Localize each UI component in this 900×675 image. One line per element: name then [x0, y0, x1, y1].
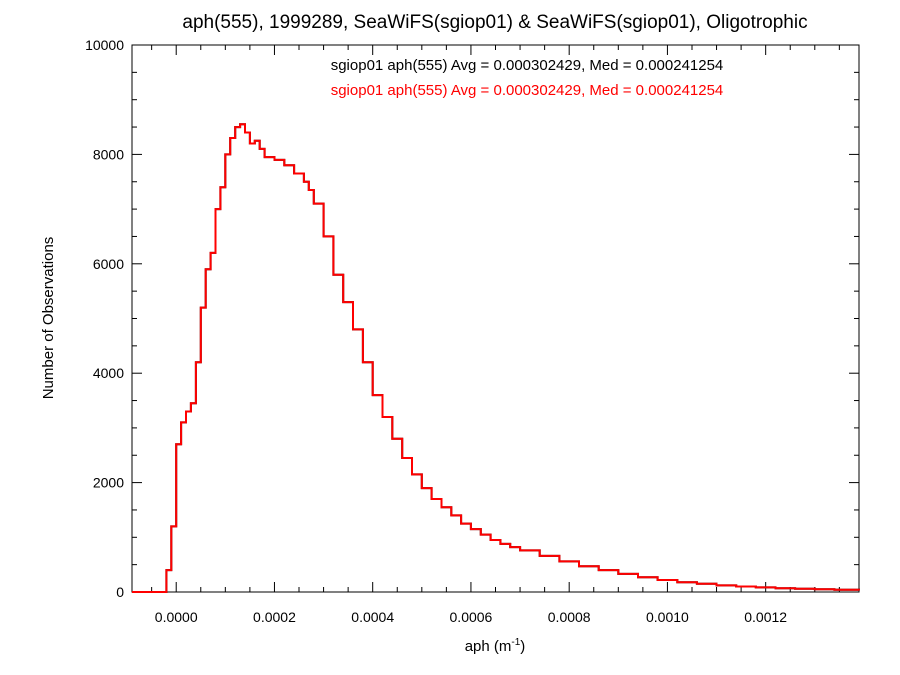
y-tick-label: 6000 — [93, 256, 124, 272]
y-tick-label: 8000 — [93, 146, 124, 162]
x-axis: 0.0000 0.0002 0.0004 0.0006 0.0008 0.0010 0.00… — [151, 45, 840, 625]
y-tick-label: 0 — [116, 584, 124, 600]
legend-entry-red: sgiop01 aph(555) Avg = 0.000302429, Med … — [331, 82, 724, 99]
x-tick-label: 0.0010 — [646, 609, 689, 625]
series-line-red — [132, 123, 860, 593]
x-axis-label-close: ) — [520, 638, 525, 655]
x-tick-label: 0.0000 — [155, 609, 198, 625]
x-tick-label: 0.0006 — [450, 609, 493, 625]
y-axis-label: Number of Observations — [40, 237, 57, 400]
x-tick-label: 0.0004 — [351, 609, 394, 625]
x-axis-label: aph (m-1) — [465, 637, 526, 655]
chart-title: aph(555), 1999289, SeaWiFS(sgiop01) & Se… — [182, 12, 807, 33]
y-tick-label: 10000 — [85, 37, 124, 53]
y-axis: 0 2000 4000 6000 8000 10000 — [85, 37, 859, 600]
x-axis-label-superscript: -1 — [511, 637, 520, 648]
x-tick-label: 0.0012 — [744, 609, 787, 625]
x-axis-label-main: aph (m — [465, 638, 512, 655]
x-tick-label: 0.0008 — [548, 609, 591, 625]
y-tick-label: 4000 — [93, 365, 124, 381]
series-layer — [132, 123, 860, 593]
x-tick-label: 0.0002 — [253, 609, 296, 625]
series-line-black — [132, 123, 860, 593]
legend-entry-black: sgiop01 aph(555) Avg = 0.000302429, Med … — [331, 57, 724, 74]
y-tick-label: 2000 — [93, 475, 124, 491]
